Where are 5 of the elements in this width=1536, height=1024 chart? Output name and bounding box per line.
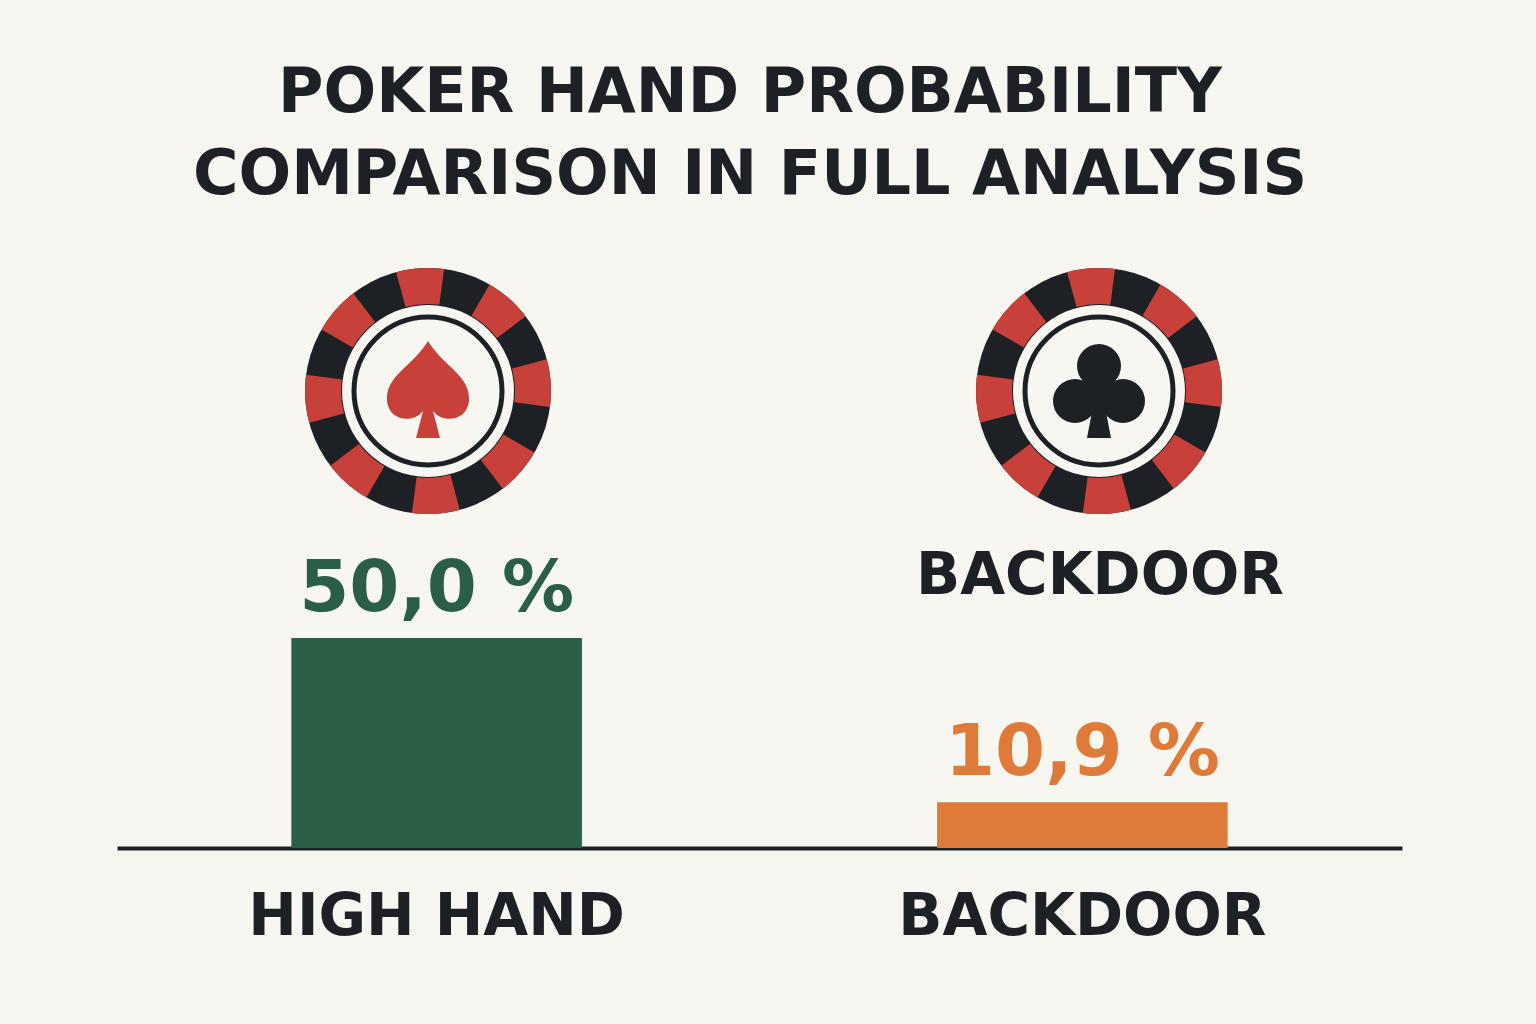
chart-title: POKER HAND PROBABILITY COMPARISON IN FULL ANALYSIS [191,53,1309,211]
data-label: 10,9 % [944,708,1220,793]
text: BACKDOOR [915,540,1285,608]
data-label: 50,0 % [299,544,575,628]
x-tick-label: HIGH HAND [248,880,625,949]
